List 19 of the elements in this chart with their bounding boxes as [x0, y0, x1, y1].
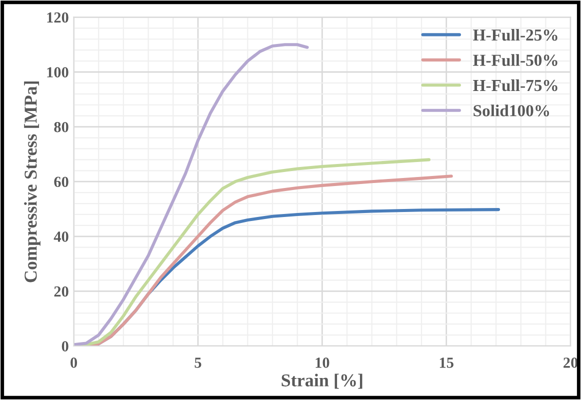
y-axis-title: Compressive Stress [MPa]	[24, 81, 40, 282]
legend-label: H-Full-25%	[473, 28, 558, 41]
x-tick-label: 5	[194, 358, 202, 368]
x-tick-label: 0	[70, 358, 78, 368]
legend-label: H-Full-75%	[473, 79, 558, 92]
x-tick-label: 10	[316, 358, 330, 368]
x-axis-title: Strain [%]	[282, 374, 362, 389]
line-series	[74, 43, 309, 346]
y-tick-label: 0	[62, 341, 68, 352]
y-tick-label: 60	[54, 176, 68, 188]
y-tick-label: 80	[54, 122, 68, 132]
legend-label: H-Full-50%	[473, 54, 558, 66]
y-tick-label: 120	[47, 12, 68, 23]
x-tick-label: 20	[564, 358, 578, 368]
y-tick-label: 40	[54, 232, 68, 242]
x-tick-label: 15	[440, 358, 454, 368]
y-tick-label: 100	[47, 67, 68, 78]
legend-label: Solid100%	[474, 104, 550, 116]
y-tick-label: 20	[54, 286, 68, 297]
